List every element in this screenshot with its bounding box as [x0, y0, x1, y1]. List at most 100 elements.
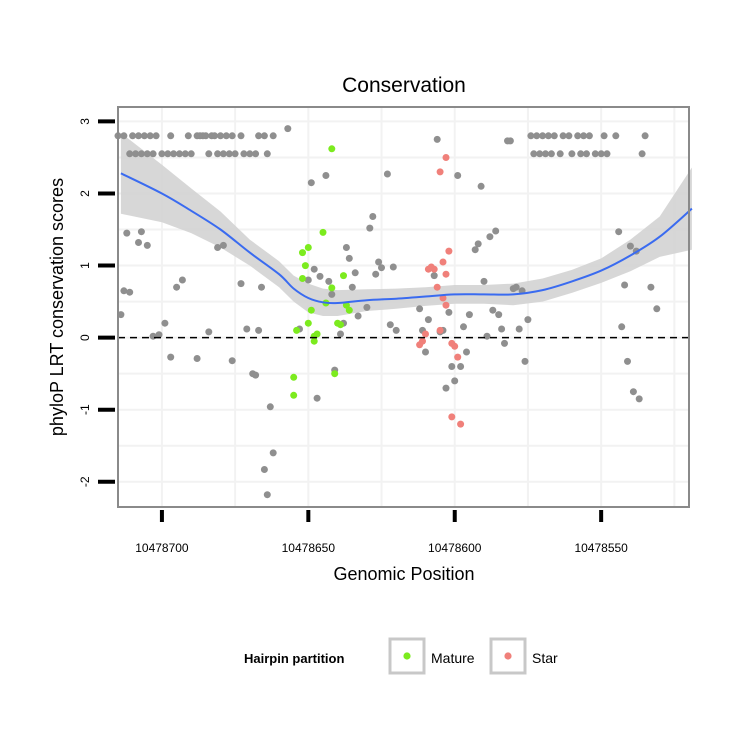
point-mature [345, 306, 353, 314]
point-other [533, 132, 541, 140]
point-other [583, 150, 590, 158]
point-other [170, 150, 178, 158]
point-other [506, 137, 514, 145]
point-other [530, 150, 538, 158]
y-tick-label: 0 [78, 334, 92, 341]
point-other [521, 357, 529, 365]
point-star [442, 270, 450, 278]
point-star [436, 326, 444, 334]
point-other [422, 348, 429, 356]
point-other [260, 132, 268, 140]
point-other [137, 150, 145, 158]
point-other [515, 325, 523, 333]
point-other [577, 150, 585, 158]
point-mature [310, 337, 318, 345]
point-other [337, 330, 344, 338]
legend-swatch-star [504, 652, 512, 660]
point-other [386, 321, 394, 329]
point-mature [299, 275, 306, 282]
y-tick-label: 1 [78, 262, 92, 269]
point-other [483, 332, 491, 340]
point-other [369, 213, 377, 220]
point-other [512, 283, 520, 291]
point-star [427, 263, 435, 271]
point-mature [304, 244, 312, 251]
point-other [498, 325, 506, 333]
point-other [448, 363, 456, 370]
point-mature [337, 321, 344, 329]
point-other [463, 348, 470, 356]
point-other [205, 150, 213, 158]
point-other [597, 150, 605, 158]
x-axis-title: Genomic Position [333, 564, 474, 584]
y-axis: -2 -1 0 1 2 3 [78, 118, 115, 487]
point-other [120, 132, 128, 140]
point-star [439, 294, 447, 302]
point-other [653, 305, 661, 313]
point-other [214, 244, 222, 251]
point-other [132, 150, 140, 158]
point-other [580, 132, 588, 140]
point-other [495, 311, 503, 319]
point-other [524, 316, 532, 324]
point-other [243, 325, 251, 333]
point-other [626, 242, 634, 250]
point-mature [290, 391, 298, 399]
point-other [556, 150, 564, 158]
point-other [231, 150, 239, 158]
point-other [143, 150, 151, 158]
point-other [228, 132, 236, 140]
point-star [442, 154, 450, 161]
point-other [536, 150, 544, 158]
point-other [158, 150, 166, 158]
point-other [430, 272, 438, 280]
point-other [615, 228, 623, 236]
point-star [454, 353, 462, 361]
point-other [176, 150, 183, 158]
point-other [492, 227, 500, 235]
legend-title: Hairpin partition [244, 651, 344, 666]
point-other [474, 240, 482, 248]
point-star [422, 330, 429, 338]
point-other [219, 241, 227, 249]
point-mature [299, 249, 306, 257]
point-other [155, 331, 163, 339]
point-other [486, 233, 494, 241]
point-other [263, 491, 271, 499]
point-other [539, 132, 547, 140]
point-other [135, 239, 142, 246]
point-other [211, 132, 219, 140]
point-other [480, 277, 488, 285]
grid-lines [118, 107, 689, 507]
point-other [149, 150, 157, 158]
point-mature [319, 228, 327, 236]
point-other [328, 290, 336, 298]
point-other [313, 394, 321, 402]
data-points [114, 125, 661, 499]
point-other [471, 246, 479, 254]
legend-swatch-mature [403, 652, 411, 660]
confidence-band [120, 132, 692, 316]
point-other [263, 150, 271, 158]
point-other [392, 326, 400, 334]
point-other [351, 269, 359, 277]
point-other [442, 384, 450, 392]
plot-panel [114, 106, 693, 508]
point-mature [313, 330, 321, 338]
point-mature [301, 262, 309, 270]
point-star [439, 258, 447, 266]
point-other [237, 280, 245, 288]
legend-label-mature: Mature [431, 650, 475, 666]
point-other [477, 182, 485, 190]
point-other [621, 281, 629, 289]
point-other [152, 132, 160, 140]
point-other [372, 270, 380, 278]
point-other [559, 132, 567, 140]
point-star [436, 168, 444, 176]
point-other [550, 132, 558, 140]
point-other [457, 363, 465, 370]
y-tick-label: -1 [78, 404, 92, 415]
y-axis-title: phyloP LRT conservation scores [47, 178, 67, 436]
legend: Hairpin partition Mature Star [244, 637, 558, 675]
